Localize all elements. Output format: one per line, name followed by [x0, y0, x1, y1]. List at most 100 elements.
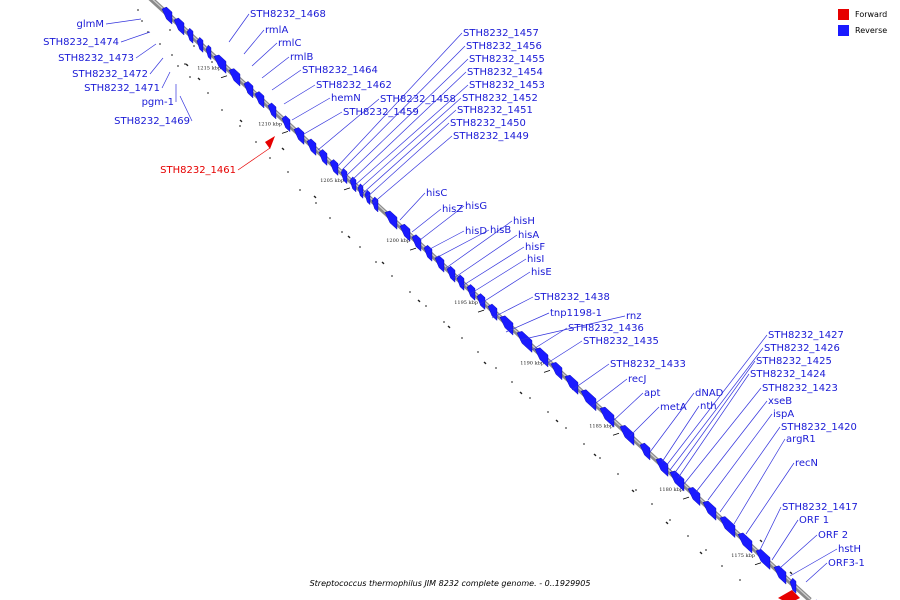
gene-arrow-reverse[interactable] — [499, 315, 514, 336]
gene-label[interactable]: STH8232_1450 — [450, 118, 526, 129]
gene-label[interactable]: STH8232_1417 — [782, 502, 858, 513]
gene-arrow-reverse[interactable] — [161, 6, 173, 25]
gene-label[interactable]: STH8232_1454 — [467, 67, 543, 78]
gene-arrow-reverse[interactable] — [357, 183, 364, 199]
gene-label[interactable]: hisF — [525, 242, 545, 253]
gene-arrow-reverse[interactable] — [446, 265, 456, 283]
gene-label[interactable]: apt — [644, 388, 660, 399]
gene-arrow-reverse[interactable] — [687, 487, 701, 507]
gene-label[interactable]: STH8232_1449 — [453, 131, 529, 142]
gene-arrow-reverse[interactable] — [669, 470, 685, 492]
gene-arrow-reverse[interactable] — [773, 565, 787, 585]
gene-label[interactable]: hisZ — [442, 204, 463, 215]
gene-label[interactable]: STH8232_1425 — [756, 356, 832, 367]
gene-label[interactable]: STH8232_1420 — [781, 422, 857, 433]
gene-label[interactable]: pgm-1 — [142, 97, 174, 108]
gene-arrow-reverse[interactable] — [655, 457, 669, 477]
gene-arrow-reverse[interactable] — [789, 577, 797, 594]
gene-arrow-reverse[interactable] — [550, 362, 563, 381]
gene-arrow-reverse[interactable] — [411, 234, 422, 252]
gene-label[interactable]: hisI — [527, 254, 544, 265]
gene-arrow-reverse[interactable] — [384, 210, 398, 230]
gene-label[interactable]: STH8232_1462 — [316, 80, 392, 91]
gene-arrow-reverse[interactable] — [702, 500, 717, 521]
gene-arrow-reverse[interactable] — [371, 196, 379, 213]
gene-arrow-reverse[interactable] — [243, 81, 254, 99]
gene-arrow-reverse[interactable] — [580, 389, 597, 412]
gene-label[interactable]: STH8232_1426 — [764, 343, 840, 354]
gene-label[interactable]: STH8232_1474 — [43, 37, 119, 48]
gene-label[interactable]: STH8232_1468 — [250, 9, 326, 20]
gene-arrow-reverse[interactable] — [564, 374, 579, 395]
gene-label[interactable]: STH8232_1427 — [768, 330, 844, 341]
gene-arrow-reverse[interactable] — [516, 331, 533, 353]
gene-label[interactable]: recN — [795, 458, 818, 469]
gene-label[interactable]: hisH — [513, 216, 535, 227]
gene-arrow-reverse[interactable] — [476, 293, 486, 311]
gene-label[interactable]: STH8232_1433 — [610, 359, 686, 370]
gene-label[interactable]: dNAD — [695, 388, 724, 399]
gene-label[interactable]: rmlB — [290, 52, 313, 63]
gene-label[interactable]: STH8232_1456 — [466, 41, 542, 52]
gene-label[interactable]: hisD — [465, 226, 487, 237]
gene-arrow-reverse[interactable] — [639, 442, 651, 461]
gene-label[interactable]: tnp1198-1 — [550, 308, 602, 319]
gene-arrow-reverse[interactable] — [719, 516, 736, 539]
gene-label[interactable]: hisG — [465, 201, 487, 212]
gene-label[interactable]: ORF 2 — [818, 530, 848, 541]
gene-arrow-reverse[interactable] — [534, 347, 549, 368]
gene-label[interactable]: STH8232_1458 — [380, 94, 456, 105]
gene-label[interactable]: recJ — [628, 374, 647, 385]
gene-arrow-reverse[interactable] — [173, 17, 185, 36]
gene-label[interactable]: STH8232_1435 — [583, 336, 659, 347]
gene-label[interactable]: nth — [700, 401, 717, 412]
gene-label[interactable]: STH8232_1438 — [534, 292, 610, 303]
gene-arrow-reverse[interactable] — [205, 44, 212, 61]
gene-label[interactable]: hstH — [838, 544, 861, 555]
gene-arrow-reverse[interactable] — [318, 149, 328, 166]
gene-arrow-reverse[interactable] — [293, 127, 305, 145]
gene-label[interactable]: metA — [660, 402, 687, 413]
gene-label[interactable]: glmM — [77, 19, 105, 30]
gene-arrow-reverse[interactable] — [281, 115, 291, 133]
gene-label[interactable]: STH8232_1457 — [463, 28, 539, 39]
gene-arrow-reverse[interactable] — [755, 549, 771, 570]
gene-label[interactable]: ORF 1 — [799, 515, 829, 526]
gene-label[interactable]: STH8232_1473 — [58, 53, 134, 64]
gene-label[interactable]: STH8232_1453 — [469, 80, 545, 91]
gene-label[interactable]: hemN — [331, 93, 361, 104]
gene-label[interactable]: ispA — [773, 409, 794, 420]
gene-label[interactable]: rmlC — [278, 38, 301, 49]
gene-label[interactable]: STH8232_1471 — [84, 83, 160, 94]
gene-arrow-forward[interactable] — [778, 590, 800, 600]
gene-arrow-reverse[interactable] — [306, 138, 317, 156]
gene-arrow-reverse[interactable] — [186, 27, 194, 44]
gene-label[interactable]: hisB — [490, 225, 511, 236]
gene-label[interactable]: STH8232_1455 — [469, 54, 545, 65]
gene-label[interactable]: ORF3-1 — [828, 558, 865, 569]
gene-arrow-reverse[interactable] — [599, 406, 615, 428]
gene-label[interactable]: STH8232_1459 — [343, 107, 419, 118]
gene-label[interactable]: xseB — [768, 396, 792, 407]
gene-label[interactable]: STH8232_1424 — [750, 369, 826, 380]
gene-label[interactable]: STH8232_1452 — [462, 93, 538, 104]
gene-label[interactable]: STH8232_1472 — [72, 69, 148, 80]
gene-label[interactable]: STH8232_1469 — [114, 116, 190, 127]
gene-label[interactable]: rmlA — [265, 25, 288, 36]
gene-label[interactable]: STH8232_1423 — [762, 383, 838, 394]
gene-arrow-reverse[interactable] — [423, 244, 433, 262]
gene-label[interactable]: STH8232_1464 — [302, 65, 378, 76]
gene-label[interactable]: STH8232_1451 — [457, 105, 533, 116]
gene-arrow-reverse[interactable] — [434, 255, 445, 273]
gene-label[interactable]: hisC — [426, 188, 447, 199]
gene-arrow-reverse[interactable] — [456, 274, 465, 291]
gene-label[interactable]: STH8232_1461 — [160, 165, 236, 176]
gene-arrow-reverse[interactable] — [228, 68, 241, 87]
gene-label[interactable]: argR1 — [786, 434, 816, 445]
gene-arrow-reverse[interactable] — [737, 532, 753, 554]
gene-label[interactable]: rnz — [626, 311, 642, 322]
gene-arrow-reverse[interactable] — [340, 168, 348, 185]
gene-arrow-reverse[interactable] — [399, 223, 411, 242]
gene-arrow-reverse[interactable] — [267, 102, 277, 120]
gene-arrow-reverse[interactable] — [254, 91, 265, 109]
